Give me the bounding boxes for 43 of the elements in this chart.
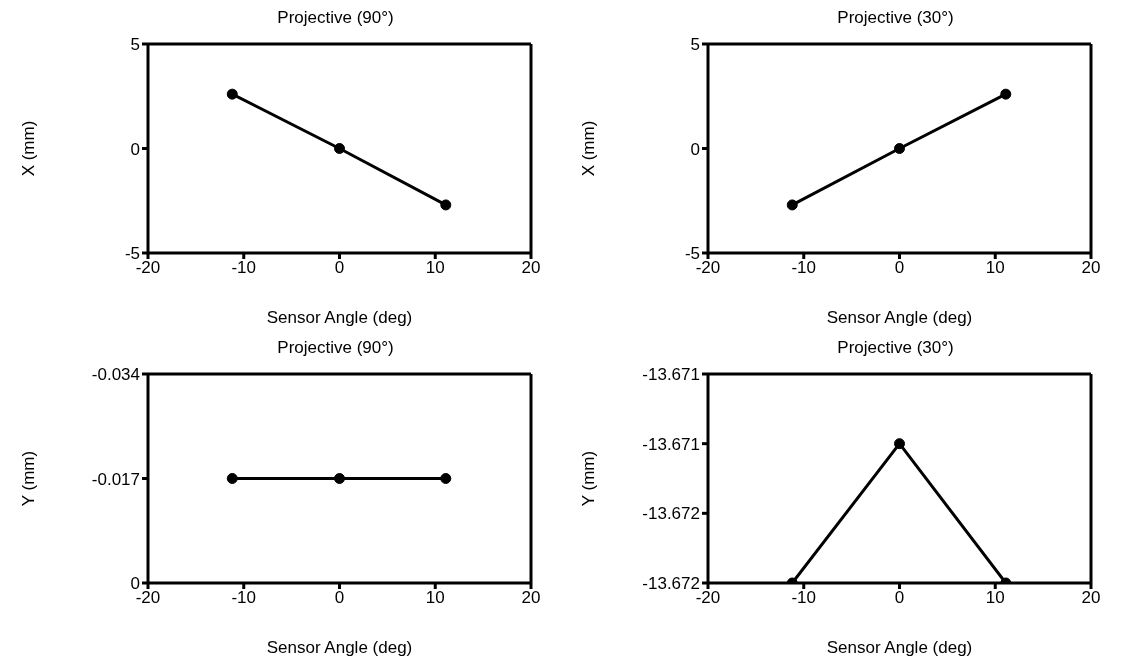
- x-tick-label: 10: [425, 258, 445, 278]
- x-tick-label: -10: [231, 588, 257, 608]
- x-axis-title: Sensor Angle (deg): [826, 308, 973, 327]
- y-axis-title: Y (mm): [19, 450, 39, 507]
- y-axis-title: X (mm): [579, 120, 599, 177]
- point: [440, 199, 452, 211]
- x-tick-label: 0: [894, 258, 905, 278]
- y-tick-label: -13.671: [642, 434, 700, 454]
- chart-title: Projective (30°): [836, 338, 955, 359]
- y-tick-label: -13.671: [642, 365, 700, 385]
- y-tick-label: 5: [130, 35, 140, 55]
- y-tick-label: -0.017: [91, 469, 140, 489]
- point: [894, 143, 905, 154]
- point: [786, 199, 798, 211]
- x-tick-label: 10: [985, 588, 1005, 608]
- x-tick-label: 10: [985, 258, 1005, 278]
- point: [1000, 88, 1012, 100]
- x-tick-label: -10: [791, 588, 817, 608]
- x-tick-label: 0: [334, 588, 345, 608]
- point: [226, 88, 238, 100]
- x-tick-label: 20: [521, 588, 541, 608]
- y-axis-title: Y (mm): [579, 450, 599, 507]
- x-tick-label: 20: [521, 258, 541, 278]
- x-tick-label: 10: [425, 588, 445, 608]
- x-tick-label: 20: [1081, 258, 1101, 278]
- x-axis-title: Sensor Angle (deg): [266, 638, 413, 657]
- y-tick-label: -13.672: [642, 504, 700, 524]
- x-tick-label: 20: [1081, 588, 1101, 608]
- x-tick-label: 0: [894, 588, 905, 608]
- chart-title: Projective (30°): [836, 8, 955, 29]
- chart-title: Projective (90°): [276, 8, 395, 29]
- x-axis-title: Sensor Angle (deg): [266, 308, 413, 327]
- x-tick-label: -10: [231, 258, 257, 278]
- point: [334, 143, 345, 154]
- x-axis-title: Sensor Angle (deg): [826, 638, 973, 657]
- y-tick-label: 0: [130, 139, 140, 159]
- y-tick-label: 5: [690, 35, 700, 55]
- x-tick-label: -10: [791, 258, 817, 278]
- y-tick-label: 0: [690, 139, 700, 159]
- x-tick-label: 0: [334, 258, 345, 278]
- y-axis-title: X (mm): [19, 120, 39, 177]
- y-tick-label: -0.034: [91, 365, 140, 385]
- chart-title: Projective (90°): [276, 338, 395, 359]
